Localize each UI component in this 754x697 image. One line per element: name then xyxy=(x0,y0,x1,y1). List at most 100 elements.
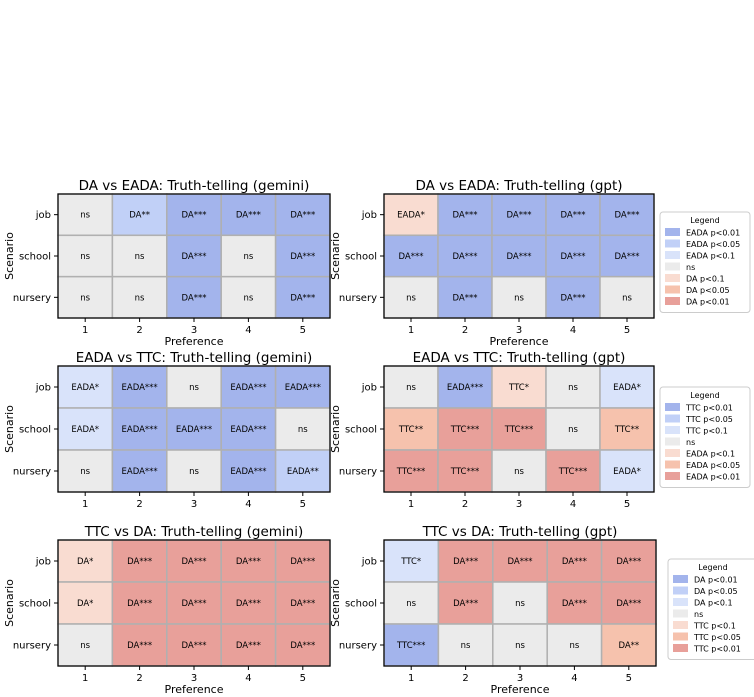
y-tick-label: school xyxy=(19,425,51,436)
cell-label: ns xyxy=(568,425,578,435)
legend-swatch xyxy=(665,274,680,282)
legend-box xyxy=(659,386,751,488)
legend-entry: ns xyxy=(686,438,695,447)
x-tick-label: 5 xyxy=(624,325,630,336)
cell-label: DA* xyxy=(77,557,93,567)
legend-entry: DA p<0.1 xyxy=(686,275,725,284)
cell-label: EADA* xyxy=(397,211,425,221)
cell-label: EADA* xyxy=(71,383,99,393)
cell-label: DA*** xyxy=(453,599,478,609)
heatmap-cell xyxy=(599,449,655,493)
cell-label: ns xyxy=(135,293,145,303)
y-axis-label: Scenario xyxy=(329,405,342,453)
x-tick-label: 1 xyxy=(408,325,414,336)
legend: Legend TTC p<0.01 TTC p<0.05 TTC p<0.1 ns EAD… xyxy=(659,386,751,488)
heatmap-cell xyxy=(274,623,331,667)
cell-label: ns xyxy=(298,425,308,435)
heatmap-cell xyxy=(220,539,277,583)
cell-label: DA*** xyxy=(236,599,261,609)
y-axis-label: Scenario xyxy=(3,405,16,453)
legend-swatch xyxy=(673,586,688,595)
heatmap-cell xyxy=(600,581,657,625)
cell-label: TTC*** xyxy=(396,641,425,651)
legend-box xyxy=(659,211,751,313)
y-tick-label: school xyxy=(19,599,51,610)
chart-title: TTC vs DA: Truth-telling (gemini) xyxy=(84,524,303,540)
cell-label: DA*** xyxy=(616,599,641,609)
legend-swatch xyxy=(665,262,680,271)
x-tick-label: 3 xyxy=(191,325,197,336)
cell-label: DA*** xyxy=(561,252,586,262)
legend-swatch xyxy=(673,609,688,618)
chart-title: EADA vs TTC: Truth-telling (gemini) xyxy=(76,350,312,366)
cell-label: DA*** xyxy=(615,211,640,221)
cell-label: ns xyxy=(568,383,578,393)
cell-label: DA** xyxy=(618,641,639,651)
y-tick-label: school xyxy=(345,599,377,610)
legend-swatch xyxy=(665,426,680,434)
cell-label: ns xyxy=(243,252,253,262)
heatmap-panel: TTC* DA*** DA*** DA*** DA*** ns DA*** ns DA*** DA… xyxy=(329,524,657,696)
cell-label: ns xyxy=(406,599,416,609)
x-tick-label: 4 xyxy=(570,325,576,336)
cell-label: ns xyxy=(80,467,90,477)
x-tick-label: 2 xyxy=(136,325,142,336)
cell-label: ns xyxy=(243,293,253,303)
cell-label: DA*** xyxy=(616,557,641,567)
legend-entry: TTC p<0.01 xyxy=(693,645,741,654)
legend-entry: TTC p<0.1 xyxy=(685,427,728,436)
y-tick-label: nursery xyxy=(339,293,377,304)
heatmap-cell xyxy=(491,365,547,409)
legend-entry: TTC p<0.05 xyxy=(693,633,741,642)
x-axis-label: Preference xyxy=(490,335,549,348)
cell-label: DA*** xyxy=(182,599,207,609)
cell-label: DA*** xyxy=(453,252,478,262)
heatmap-cell xyxy=(437,193,493,237)
legend-entry: ns xyxy=(694,610,703,619)
legend-swatch xyxy=(673,598,688,606)
heatmap-cell xyxy=(383,275,439,319)
cell-label: ns xyxy=(189,467,199,477)
x-tick-label: 2 xyxy=(462,325,468,336)
y-tick-label: nursery xyxy=(13,293,51,304)
y-tick-label: nursery xyxy=(339,641,377,652)
x-tick-label: 4 xyxy=(245,499,251,510)
cell-label: ns xyxy=(515,599,525,609)
cell-label: DA*** xyxy=(182,211,207,221)
x-tick-label: 5 xyxy=(624,499,630,510)
x-axis-label: Preference xyxy=(165,683,224,696)
cell-label: ns xyxy=(569,641,579,651)
heatmap-cell xyxy=(437,234,493,278)
legend-entry: DA p<0.05 xyxy=(694,587,738,596)
cell-label: ns xyxy=(514,293,524,303)
heatmap-cell xyxy=(111,275,168,319)
cell-label: ns xyxy=(514,467,524,477)
y-tick-label: job xyxy=(35,557,51,568)
heatmap-cell xyxy=(166,539,222,583)
legend-entry: DA p<0.1 xyxy=(694,599,733,608)
x-tick-label: 1 xyxy=(408,499,414,510)
legend-entry: ns xyxy=(686,263,695,272)
cell-label: DA*** xyxy=(236,641,261,651)
cell-label: ns xyxy=(461,641,471,651)
cell-label: EADA*** xyxy=(230,425,266,435)
cell-label: ns xyxy=(135,252,145,262)
heatmap-cell xyxy=(437,581,494,625)
heatmap-cell xyxy=(599,234,655,278)
legend-swatch xyxy=(673,575,688,583)
heatmap-panel: DA* DA*** DA*** DA*** DA*** DA* DA*** DA*** DA**… xyxy=(3,524,331,696)
y-axis-label: Scenario xyxy=(329,579,342,627)
cell-label: EADA* xyxy=(71,425,99,435)
y-axis-label: Scenario xyxy=(3,232,16,280)
cell-label: DA*** xyxy=(236,557,261,567)
legend-entry: EADA p<0.1 xyxy=(686,252,735,261)
legend-swatch xyxy=(665,449,680,457)
heatmap-cell xyxy=(274,449,331,493)
x-tick-label: 4 xyxy=(245,325,251,336)
legend-entry: DA p<0.05 xyxy=(686,286,730,295)
cell-label: TTC* xyxy=(508,383,529,393)
legend-entry: DA p<0.01 xyxy=(686,298,730,307)
legend-swatch xyxy=(673,632,688,641)
chart-title: EADA vs TTC: Truth-telling (gpt) xyxy=(413,350,626,366)
legend: Legend EADA p<0.01 EADA p<0.05 EADA p<0.1 ns… xyxy=(659,211,751,313)
